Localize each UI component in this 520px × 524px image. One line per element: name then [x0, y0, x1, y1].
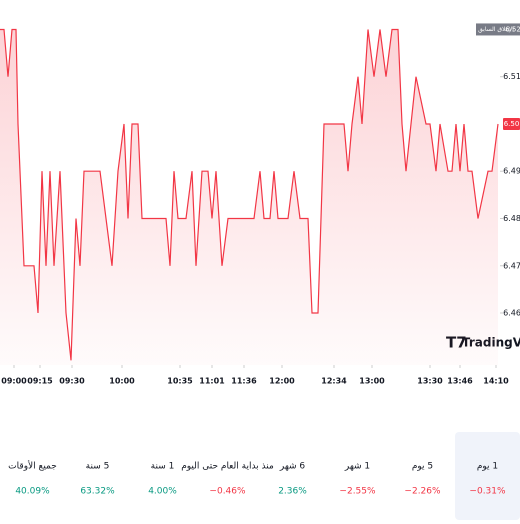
- period-tab[interactable]: 5 سنة 63.32%: [80, 462, 115, 497]
- period-name: 1 يوم: [477, 462, 498, 472]
- last-price-box: [503, 117, 520, 130]
- period-tab[interactable]: 1 سنة 4.00%: [148, 462, 177, 497]
- period-change: 4.00%: [148, 487, 177, 497]
- previous-close-label: 6.52: [505, 25, 520, 33]
- x-tick-label: 09:30: [59, 377, 85, 386]
- period-change: −2.26%: [404, 487, 441, 497]
- x-tick-label: 13:46: [447, 377, 473, 386]
- period-change: 63.32%: [80, 487, 115, 497]
- period-name: 5 يوم: [412, 462, 433, 472]
- y-tick-label: 6.51: [503, 72, 520, 81]
- period-change: −0.46%: [209, 487, 246, 497]
- period-tab[interactable]: 1 يوم −0.31%: [455, 432, 520, 520]
- y-tick-label: 6.47: [503, 261, 520, 270]
- x-tick-label: 13:00: [359, 377, 385, 386]
- period-name: 6 شهر: [279, 462, 306, 472]
- x-tick-label: 09:00: [1, 377, 27, 386]
- period-tab[interactable]: 5 يوم −2.26%: [404, 462, 441, 497]
- period-change: −2.55%: [339, 487, 376, 497]
- previous-close-name: الإغلاق السابق: [478, 26, 514, 33]
- last-price-label: 6.50: [504, 120, 520, 128]
- x-tick-label: 13:30: [417, 377, 443, 386]
- period-name: منذ بداية العام حتى اليوم: [181, 462, 274, 472]
- x-tick-label: 09:15: [27, 377, 53, 386]
- selected-tab-bg: [455, 432, 520, 520]
- period-name: 1 سنة: [151, 462, 175, 472]
- period-name: 1 شهر: [344, 462, 370, 472]
- x-tick-label: 14:10: [483, 377, 509, 386]
- y-tick-label: 6.48: [503, 214, 520, 223]
- period-change: −0.31%: [469, 487, 506, 497]
- area-fill: [0, 29, 498, 365]
- price-line: [0, 28, 499, 361]
- x-tick-label: 10:00: [109, 377, 135, 386]
- y-tick-label: 6.46: [503, 309, 520, 318]
- x-tick-label: 11:01: [199, 377, 225, 386]
- period-tab[interactable]: 1 شهر −2.55%: [339, 462, 376, 497]
- x-tick-label: 11:36: [231, 377, 257, 386]
- period-name: جميع الأوقات: [8, 460, 57, 472]
- x-tick-label: 12:34: [321, 377, 347, 386]
- period-name: 5 سنة: [86, 462, 110, 472]
- x-tick-label: 10:35: [167, 377, 193, 386]
- period-tab[interactable]: 6 شهر 2.36%: [278, 462, 307, 497]
- x-tick-label: 12:00: [269, 377, 295, 386]
- period-tab[interactable]: منذ بداية العام حتى اليوم −0.46%: [181, 462, 274, 497]
- period-tab[interactable]: جميع الأوقات 40.09%: [8, 460, 57, 497]
- period-change: 40.09%: [15, 487, 50, 497]
- y-tick-label: 6.49: [503, 167, 520, 176]
- previous-close-box: [476, 23, 520, 36]
- period-change: 2.36%: [278, 487, 307, 497]
